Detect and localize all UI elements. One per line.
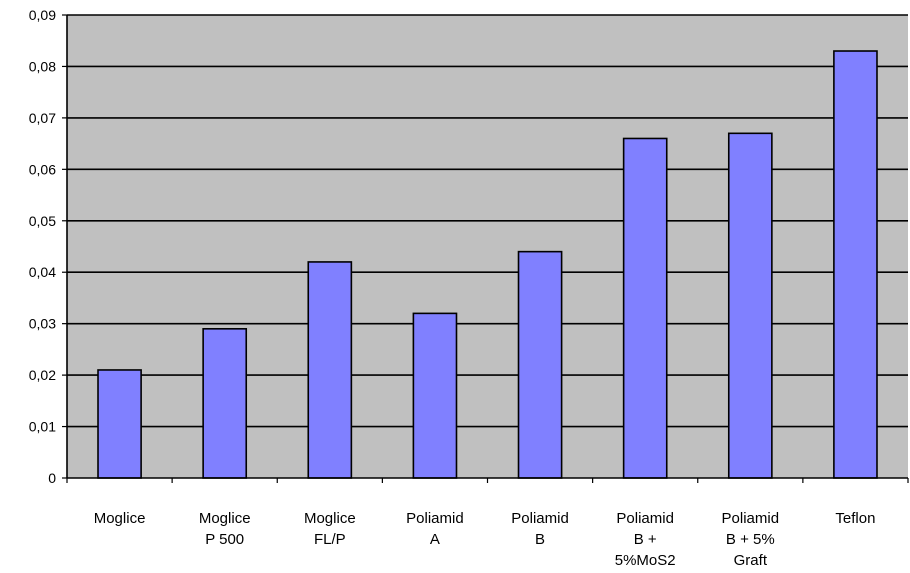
y-tick-labels: 0 0,01 0,02 0,03 0,04 0,05 0,06 0,07 0,08 0,09 (29, 7, 56, 486)
y-tick-label: 0,01 (29, 419, 56, 435)
y-tick-label: 0,03 (29, 316, 56, 332)
x-category-label: Moglice (304, 510, 356, 527)
y-tick-label: 0,05 (29, 213, 56, 229)
x-category-label: B + 5% (726, 531, 775, 548)
x-category-label: FL/P (314, 531, 346, 548)
y-tick-label: 0,04 (29, 264, 56, 280)
y-tick-label: 0,07 (29, 110, 56, 126)
x-category-label: B + (634, 531, 657, 548)
y-tick-label: 0,08 (29, 58, 56, 74)
bar (307, 261, 353, 479)
x-category-label: Graft (734, 552, 768, 569)
x-category-label: Poliamid (616, 510, 674, 527)
plot-area (67, 15, 908, 478)
x-category-label: Moglice (94, 510, 146, 527)
x-category-label: Teflon (835, 510, 875, 527)
x-category-label: B (535, 531, 545, 548)
x-category-label: Poliamid (511, 510, 569, 527)
x-category-label: 5%MoS2 (615, 552, 676, 569)
x-category-label: Poliamid (406, 510, 464, 527)
bar (202, 328, 248, 479)
bar (412, 312, 458, 479)
bars (97, 50, 878, 479)
x-category-label: A (430, 531, 440, 548)
axes (62, 14, 909, 483)
bar (97, 369, 142, 479)
y-tick-label: 0 (48, 470, 56, 486)
bar (833, 50, 878, 479)
bar (517, 250, 563, 479)
y-tick-label: 0,02 (29, 367, 56, 383)
bar (622, 137, 668, 479)
x-category-label: Poliamid (722, 510, 780, 527)
x-category-label: P 500 (205, 531, 244, 548)
x-category-label: Moglice (199, 510, 251, 527)
y-tick-label: 0,09 (29, 7, 56, 23)
bar (727, 132, 773, 479)
y-tick-label: 0,06 (29, 161, 56, 177)
